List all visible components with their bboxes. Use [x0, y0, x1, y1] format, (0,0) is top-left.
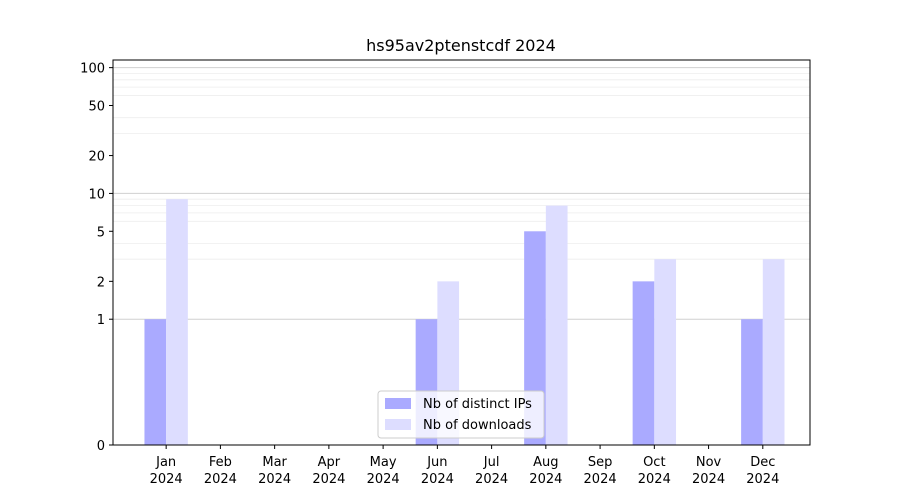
legend-label-ips: Nb of distinct IPs — [423, 397, 532, 412]
bar-ips — [632, 281, 655, 445]
x-tick-label-year: 2024 — [475, 472, 508, 487]
bar-ips — [144, 319, 167, 445]
x-tick-label-month: May — [370, 455, 397, 470]
legend-swatch-downloads — [385, 419, 411, 430]
x-tick-label-month: Dec — [750, 455, 775, 470]
x-tick-label-year: 2024 — [204, 472, 237, 487]
y-tick-label: 2 — [97, 275, 105, 290]
y-tick-label: 20 — [88, 150, 105, 165]
x-tick-label-month: Oct — [643, 455, 665, 470]
bar-downloads — [166, 199, 188, 445]
y-tick-label: 50 — [88, 100, 105, 115]
legend-label-downloads: Nb of downloads — [423, 418, 532, 433]
x-tick-label-year: 2024 — [150, 472, 183, 487]
y-tick-label: 100 — [80, 62, 105, 77]
x-tick-label-year: 2024 — [258, 472, 291, 487]
x-tick-label-year: 2024 — [692, 472, 725, 487]
x-tick-label-month: Sep — [588, 455, 613, 470]
x-tick-label-year: 2024 — [746, 472, 779, 487]
x-tick-label-year: 2024 — [584, 472, 617, 487]
x-tick-label-year: 2024 — [638, 472, 671, 487]
x-tick-label-year: 2024 — [367, 472, 400, 487]
x-tick-label-month: Feb — [209, 455, 232, 470]
bar-ips — [741, 319, 763, 445]
legend: Nb of distinct IPs Nb of downloads — [377, 390, 545, 439]
bar-downloads — [762, 259, 785, 445]
legend-swatch-ips — [385, 398, 411, 409]
y-tick-label: 5 — [97, 225, 105, 240]
y-tick-label: 0 — [97, 439, 105, 454]
x-tick-label-month: Jan — [155, 455, 176, 470]
grid — [113, 67, 810, 320]
chart-title: hs95av2ptenstcdf 2024 — [366, 36, 556, 55]
x-tick-label-year: 2024 — [312, 472, 345, 487]
x-tick-label-month: Nov — [696, 455, 722, 470]
x-tick-label-year: 2024 — [529, 472, 562, 487]
x-tick-label-month: Apr — [318, 455, 341, 470]
legend-frame — [377, 390, 545, 439]
y-tick-label: 1 — [97, 313, 105, 328]
x-tick-label-month: Aug — [533, 455, 558, 470]
x-axis: Jan 2024 Feb 2024 Mar 2024 Apr 2024 May 2024 Jun 20… — [150, 445, 779, 487]
x-tick-label-month: Mar — [262, 455, 287, 470]
x-tick-label-month: Jul — [483, 455, 500, 470]
x-tick-label-year: 2024 — [421, 472, 454, 487]
plot-frame — [112, 59, 811, 446]
y-axis: 0 1 2 5 10 20 50 100 — [80, 62, 113, 454]
x-tick-label-month: Jun — [426, 455, 447, 470]
y-tick-label: 10 — [88, 187, 105, 202]
bar-downloads — [654, 259, 677, 445]
bar-downloads — [545, 205, 568, 445]
